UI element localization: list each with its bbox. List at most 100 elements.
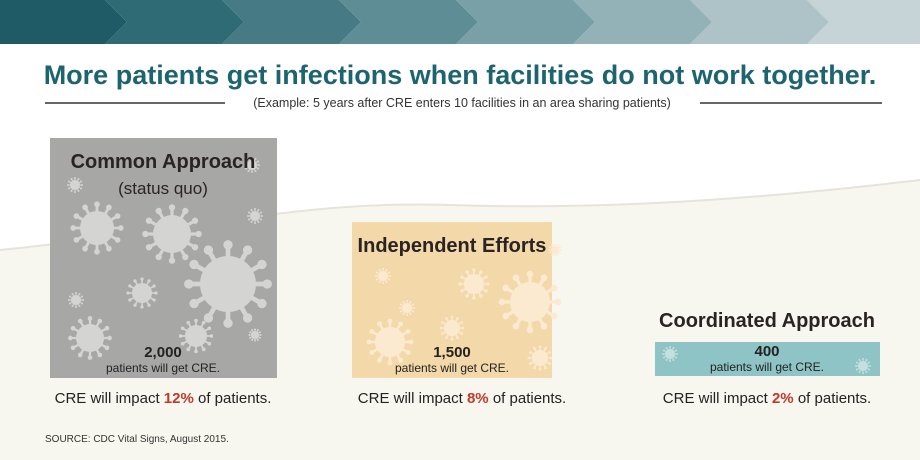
panel-subtitle: (status quo): [118, 179, 208, 198]
virus-tip: [402, 300, 405, 303]
virus-icon: [662, 346, 678, 362]
virus-tip: [128, 298, 132, 302]
virus-tip: [385, 281, 388, 284]
virus-tip: [186, 347, 191, 352]
virus-tip: [74, 177, 76, 179]
virus-tip: [479, 294, 483, 298]
virus-tip: [862, 358, 864, 360]
virus-tip: [458, 282, 462, 286]
virus-tip: [548, 249, 551, 251]
impact-suffix: of patients.: [798, 390, 871, 407]
virus-tip: [456, 336, 459, 340]
impact-prefix: CRE will impact: [55, 390, 161, 407]
virus-tip: [556, 244, 559, 247]
virus-body: [665, 349, 675, 359]
virus-icon: [548, 243, 562, 257]
virus-icon: [458, 268, 490, 300]
virus-tip: [87, 355, 93, 360]
virus-body: [71, 295, 81, 305]
virus-tip: [548, 351, 552, 354]
virus-body: [444, 320, 460, 336]
virus-tip: [70, 345, 76, 351]
virus-tip: [388, 271, 391, 274]
chevron: [0, 0, 12, 44]
count-text: patients will get CRE.: [395, 361, 509, 375]
virus-tip: [251, 157, 253, 159]
virus-tip: [554, 254, 556, 257]
virus-body: [378, 271, 388, 281]
chevron: [222, 0, 361, 44]
virus-tip: [254, 222, 256, 224]
impact-percent: 12%: [164, 390, 194, 407]
virus-tip: [549, 356, 553, 360]
virus-tip: [147, 279, 151, 283]
impact-line: CRE will impact 8% of patients.: [358, 390, 566, 407]
virus-tip: [94, 201, 100, 208]
virus-tip: [472, 296, 476, 300]
virus-body: [251, 331, 259, 339]
virus-tip: [94, 248, 100, 255]
virus-tip: [107, 335, 112, 341]
virus-tip: [155, 253, 162, 261]
virus-tip: [247, 215, 249, 217]
virus-tip: [257, 167, 260, 170]
impact-suffix: of patients.: [198, 390, 271, 407]
virus-tip: [382, 268, 384, 270]
virus-tip: [460, 289, 464, 293]
virus-tip: [412, 303, 415, 306]
virus-tip: [408, 339, 414, 345]
virus-body: [247, 160, 257, 170]
virus-body: [510, 282, 550, 322]
virus-icon: [142, 204, 202, 264]
virus-tip: [223, 240, 233, 250]
virus-tip: [465, 294, 469, 298]
virus-tip: [256, 329, 259, 332]
virus-tip: [154, 291, 158, 295]
virus-body: [153, 215, 191, 253]
virus-tip: [178, 334, 183, 338]
virus-tip: [486, 282, 490, 286]
virus-tip: [258, 331, 261, 334]
virus-tip: [855, 365, 857, 367]
impact-percent: 2%: [772, 390, 794, 407]
virus-tip: [399, 303, 402, 306]
virus-tip: [194, 349, 198, 354]
virus-tip: [145, 244, 153, 251]
virus-tip: [398, 321, 403, 327]
virus-icon: [855, 358, 871, 374]
virus-tip: [558, 246, 561, 249]
virus-tip: [479, 270, 483, 274]
virus-tip: [249, 336, 252, 339]
virus-tip: [71, 292, 74, 295]
virus-tip: [189, 259, 199, 270]
virus-tip: [460, 321, 464, 324]
virus-tip: [70, 225, 77, 231]
virus-tip: [439, 326, 443, 330]
virus-tip: [106, 245, 112, 252]
chevron: [573, 0, 712, 44]
virus-tip: [257, 160, 260, 163]
virus-tip: [249, 331, 252, 334]
virus-tip: [399, 310, 402, 313]
virus-tip: [82, 245, 88, 252]
virus-tip: [544, 366, 547, 370]
impact-suffix: of patients.: [493, 390, 566, 407]
virus-tip: [450, 337, 454, 341]
panel-title: Independent Efforts: [358, 235, 547, 257]
virus-icon: [68, 292, 84, 308]
count: 400: [754, 343, 779, 360]
virus-tip: [676, 353, 678, 355]
virus-tip: [413, 307, 415, 309]
virus-tip: [538, 367, 542, 371]
virus-tip: [465, 270, 469, 274]
virus-tip: [182, 253, 189, 261]
virus-tip: [549, 246, 552, 249]
virus-tip: [186, 320, 191, 325]
virus-icon: [244, 157, 260, 173]
virus-icon: [67, 177, 83, 193]
virus-tip: [865, 358, 868, 361]
virus-tip: [77, 318, 83, 324]
virus-tip: [152, 298, 156, 302]
virus-tip: [405, 329, 411, 334]
